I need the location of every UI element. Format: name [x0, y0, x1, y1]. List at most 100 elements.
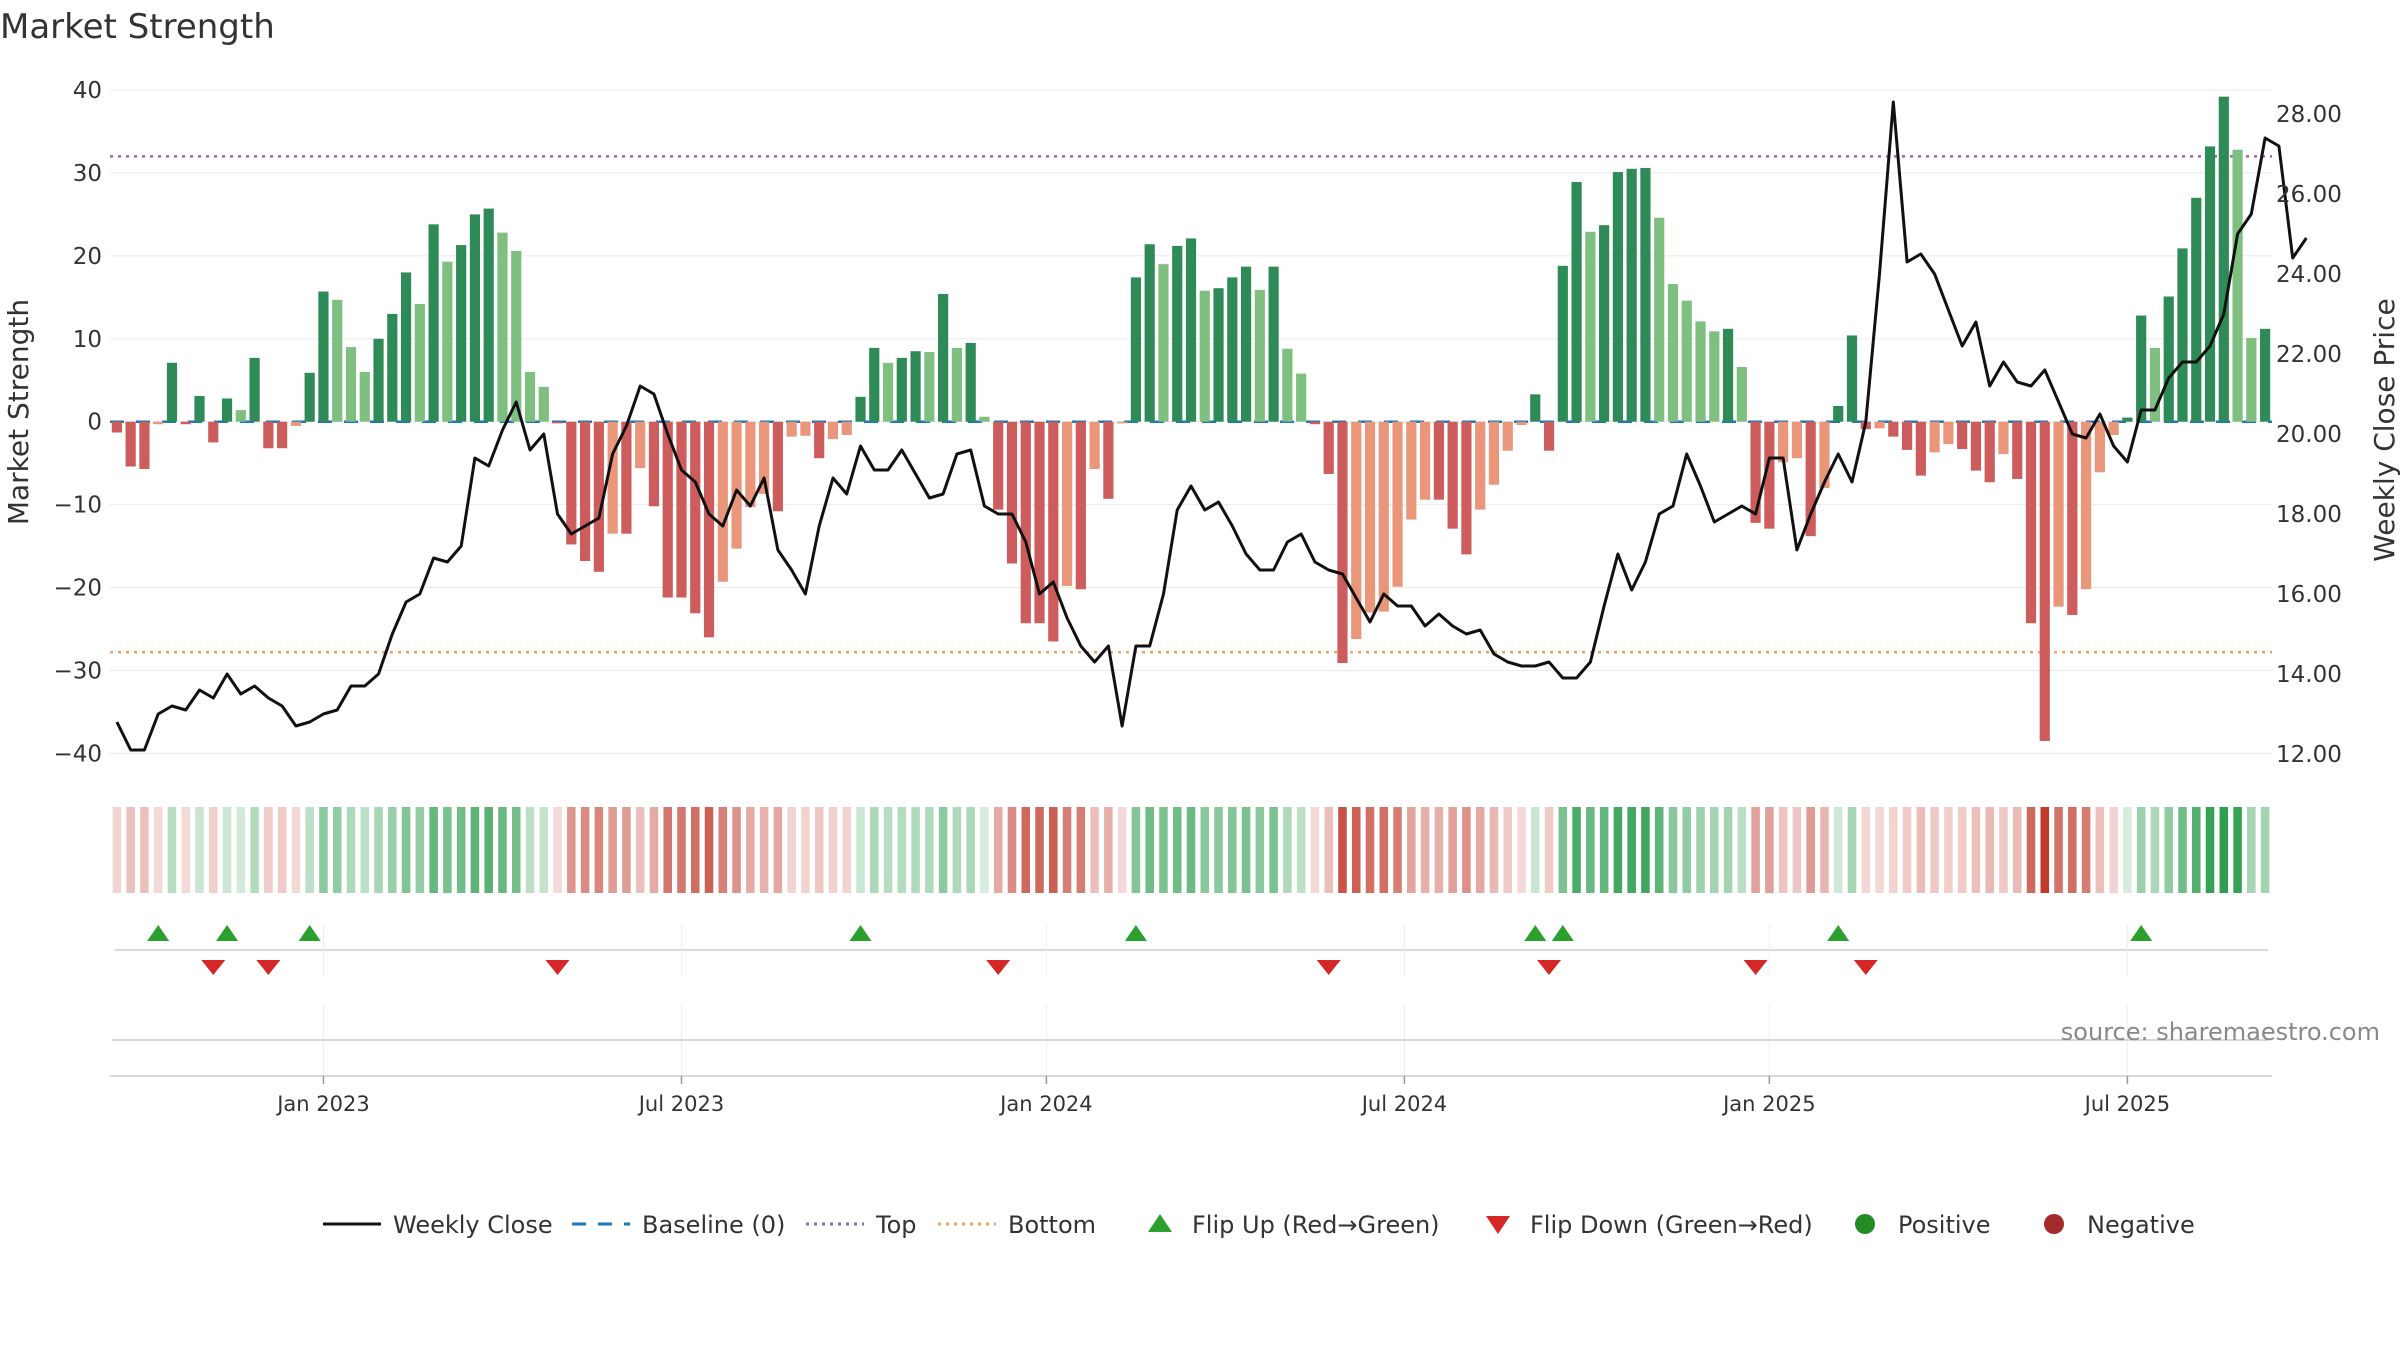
x-tick-label: Jul 2025 [2083, 1092, 2170, 1116]
strength-bar [1020, 421, 1031, 624]
heat-cell [443, 807, 452, 893]
heat-cell [1214, 807, 1223, 893]
strength-bar [827, 421, 839, 440]
strength-bar [1103, 421, 1114, 499]
heat-cell [1985, 807, 1994, 893]
heat-cell [663, 807, 672, 893]
strength-bar [1998, 421, 2009, 455]
strength-bar [139, 421, 150, 469]
strength-bar [1791, 421, 1803, 459]
legend-label: Top [875, 1211, 917, 1239]
legend-label: Flip Down (Green→Red) [1530, 1211, 1813, 1239]
strength-bar [194, 396, 205, 422]
heat-cell [525, 807, 535, 893]
strength-bar [221, 398, 233, 422]
strength-bar [1158, 264, 1169, 422]
strength-bar [1282, 348, 1293, 422]
legend-label: Baseline (0) [642, 1211, 785, 1239]
strength-bar [938, 294, 949, 422]
heat-cell [1710, 807, 1719, 893]
strength-bar [979, 416, 990, 422]
strength-bar [1543, 421, 1555, 451]
heat-cell [1654, 807, 1664, 893]
heat-cell [1861, 807, 1871, 893]
strength-bar [1034, 421, 1045, 624]
heat-cell [1475, 807, 1485, 893]
heat-cell [1696, 807, 1705, 893]
right-tick-label: 24.00 [2276, 262, 2342, 288]
heat-cell [374, 807, 383, 893]
strength-bar [965, 342, 976, 422]
legend-swatch-flip-down [1486, 1216, 1510, 1234]
strength-bar [1309, 421, 1321, 425]
strength-bar [896, 357, 907, 422]
heat-cell [1448, 807, 1457, 893]
flip-up-marker [1827, 925, 1850, 941]
heat-cell [360, 807, 370, 893]
flip-up-marker [1524, 925, 1547, 941]
x-tick-label: Jan 2023 [275, 1092, 370, 1116]
heat-cell [635, 807, 645, 893]
legend-label: Bottom [1008, 1211, 1096, 1239]
strength-bar [387, 313, 398, 422]
heat-cell [1530, 807, 1540, 893]
heat-cell [181, 807, 191, 893]
strength-bar [1461, 421, 1472, 555]
strength-bar [786, 421, 797, 437]
strength-bar [1268, 266, 1279, 422]
strength-bar [1240, 266, 1252, 422]
heat-cell [1255, 807, 1265, 893]
heat-cell [126, 807, 135, 893]
strength-bar [235, 410, 246, 422]
heat-cell [429, 807, 438, 893]
strength-bar [951, 347, 962, 422]
strength-bar [373, 338, 384, 422]
flip-down-marker [1316, 960, 1341, 975]
strength-bar [1337, 421, 1348, 664]
heat-cell [415, 807, 425, 893]
heat-cell [952, 807, 962, 893]
strength-bar [1502, 421, 1513, 451]
heat-cell [732, 807, 741, 893]
flip-down-marker [1537, 960, 1562, 975]
heat-cell [2164, 807, 2173, 893]
heat-cell [883, 807, 893, 893]
strength-bar [469, 214, 481, 422]
heat-cell [911, 807, 920, 893]
left-tick-label: 40 [73, 78, 102, 104]
heat-cell [1751, 807, 1760, 893]
heat-cell [1916, 807, 1926, 893]
strength-bar [1144, 244, 1155, 422]
strength-bar [2232, 149, 2243, 422]
heat-cell [1489, 807, 1499, 893]
heat-cell [1131, 807, 1141, 893]
heat-cell [1076, 807, 1086, 893]
strength-bar [772, 421, 783, 512]
heat-cell [1269, 807, 1278, 893]
heat-cell [787, 807, 796, 893]
strength-bar [1254, 289, 1265, 422]
strength-bar [1957, 421, 1968, 450]
heat-cell [346, 807, 356, 893]
legend: Weekly Close Baseline (0) Top Bottom Flip Up… [323, 1211, 2195, 1239]
right-tick-label: 14.00 [2276, 662, 2342, 688]
strength-bar [1929, 421, 1940, 453]
heat-cell [1682, 807, 1692, 893]
strength-bar [1571, 182, 1582, 422]
heat-cell [1737, 807, 1747, 893]
strength-bar [1901, 421, 1913, 450]
flip-markers-panel [115, 924, 2268, 976]
strength-bar [1378, 421, 1389, 612]
heat-cell [2205, 807, 2215, 893]
heat-cell [1172, 807, 1182, 893]
strength-bar [566, 421, 577, 545]
x-tick-label: Jan 2024 [998, 1092, 1093, 1116]
strength-bar [1117, 421, 1128, 424]
strength-bar [524, 371, 536, 422]
strength-bar [800, 421, 811, 436]
strength-bar [1984, 421, 1995, 483]
heat-cell [1792, 807, 1802, 893]
heat-cell [1668, 807, 1678, 893]
strength-bar [593, 421, 604, 572]
weekly-close-series [115, 100, 2308, 752]
